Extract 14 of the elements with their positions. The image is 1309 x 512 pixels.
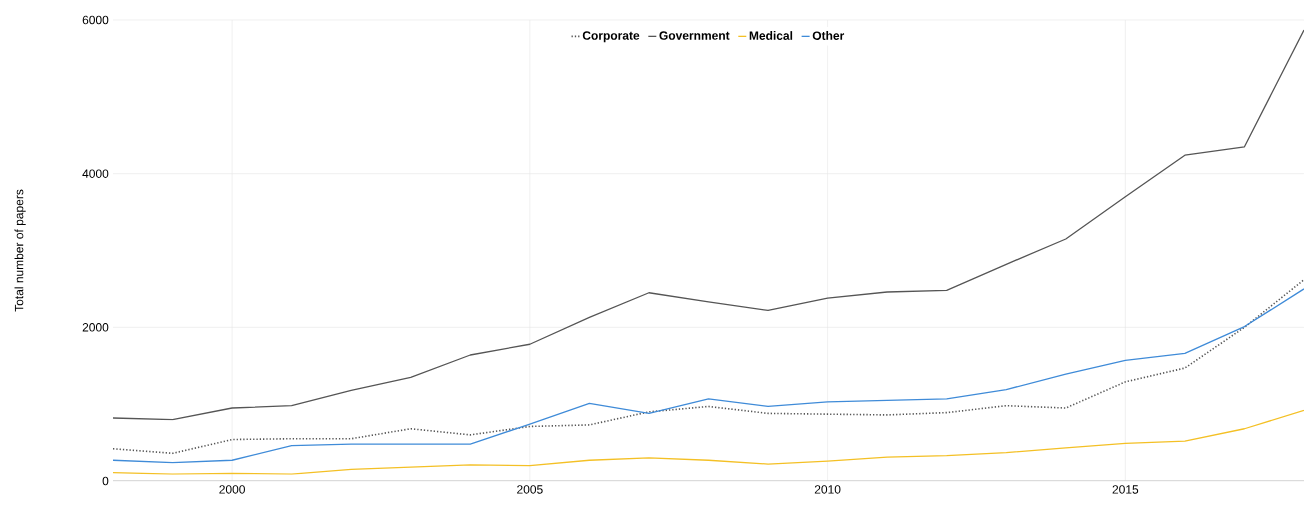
- y-tick-label: 0: [102, 476, 109, 486]
- legend-label: Other: [812, 31, 845, 40]
- legend-label: Medical: [749, 31, 793, 40]
- x-tick-label: 2010: [814, 485, 841, 494]
- y-tick-label: 2000: [82, 323, 109, 332]
- line-series: [113, 29, 1304, 421]
- y-tick-label: 6000: [82, 15, 109, 25]
- x-tick-label: 2000: [219, 485, 245, 494]
- y-axis-title: Total number of papers: [14, 189, 26, 312]
- y-tick-label: 4000: [82, 169, 109, 178]
- legend-label: Government: [659, 31, 730, 40]
- x-tick-label: 2005: [517, 485, 543, 494]
- legend-label: Corporate: [582, 31, 640, 43]
- x-tick-label: 2015: [1112, 485, 1139, 494]
